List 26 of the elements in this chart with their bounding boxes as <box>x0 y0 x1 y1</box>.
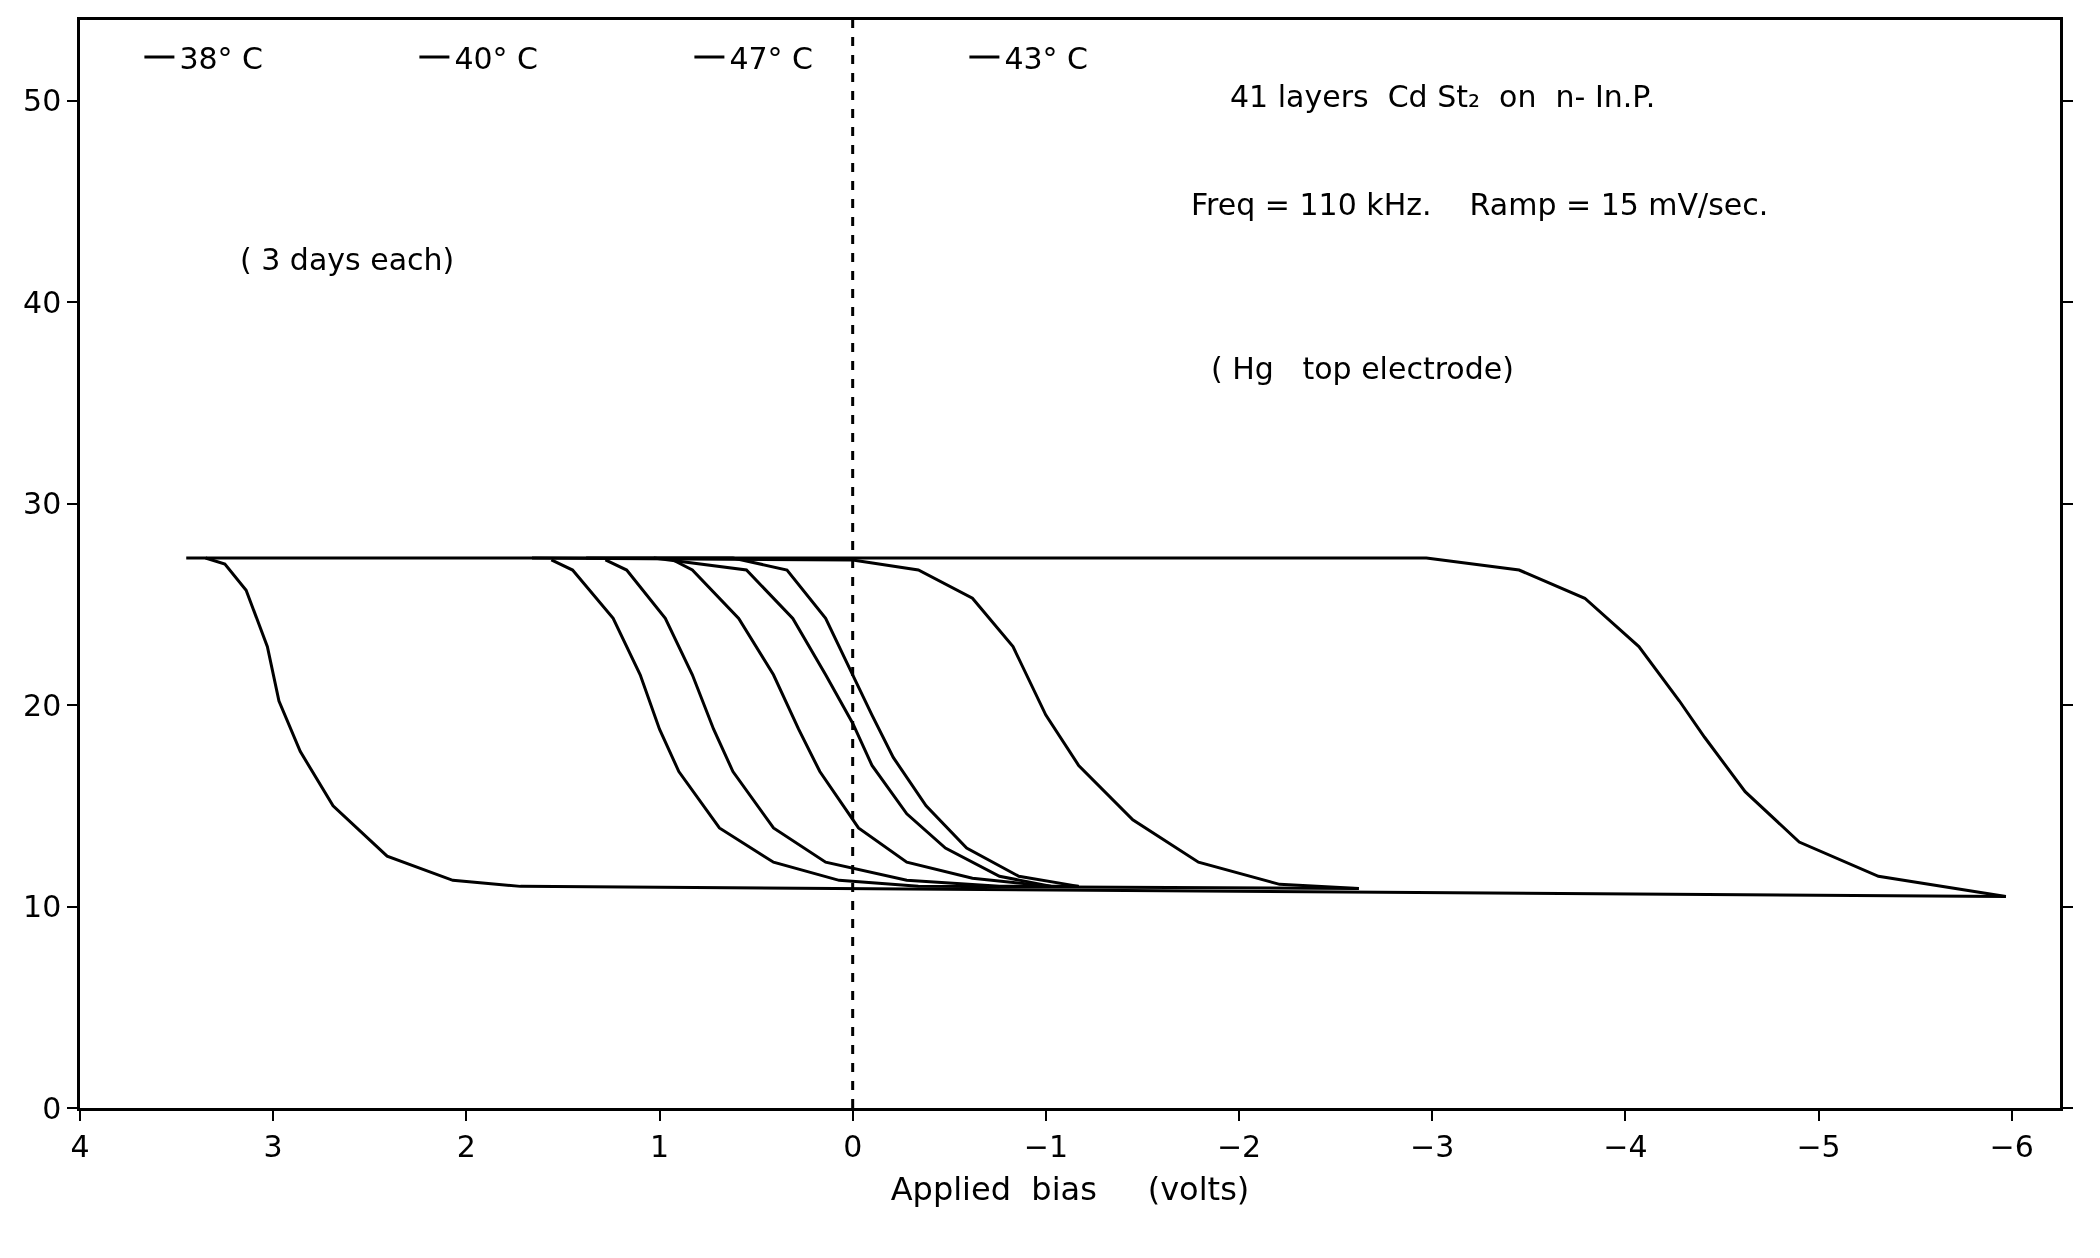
annotation: Freq = 110 kHz. Ramp = 15 mV/sec. <box>1191 187 1769 222</box>
annotation: ( Hg top electrode) <box>1211 351 1514 386</box>
x-tick-label: −6 <box>1989 1128 2034 1164</box>
y-tick-label: 10 <box>23 889 62 925</box>
x-tick-label: 3 <box>263 1128 283 1164</box>
legend-label: 43° C <box>1004 40 1089 76</box>
y-tick-label: 20 <box>23 687 62 723</box>
legend-label: 40° C <box>454 40 539 76</box>
x-tick-label: −2 <box>1216 1128 1262 1164</box>
x-tick-label: 1 <box>649 1128 670 1164</box>
y-tick-label: 30 <box>23 486 62 522</box>
annotation: 41 layers Cd St₂ on n- In.P. <box>1230 79 1656 114</box>
y-tick-label: 0 <box>42 1090 62 1126</box>
x-tick-label: 2 <box>456 1128 476 1164</box>
y-tick-label: 40 <box>23 284 62 320</box>
y-tick-label: 50 <box>23 83 62 119</box>
x-tick-label: 0 <box>843 1128 863 1164</box>
x-tick-label: −5 <box>1796 1128 1841 1164</box>
x-tick-label: −4 <box>1603 1128 1648 1164</box>
legend-label: 38° C <box>179 40 264 76</box>
x-tick-label: −3 <box>1410 1128 1455 1164</box>
x-tick-label: −1 <box>1023 1128 1068 1164</box>
x-axis-title: Applied bias (volts) <box>890 1169 1250 1208</box>
legend-label: 47° C <box>729 40 814 76</box>
annotation: ( 3 days each) <box>240 242 455 277</box>
x-tick-label: 4 <box>70 1128 90 1164</box>
